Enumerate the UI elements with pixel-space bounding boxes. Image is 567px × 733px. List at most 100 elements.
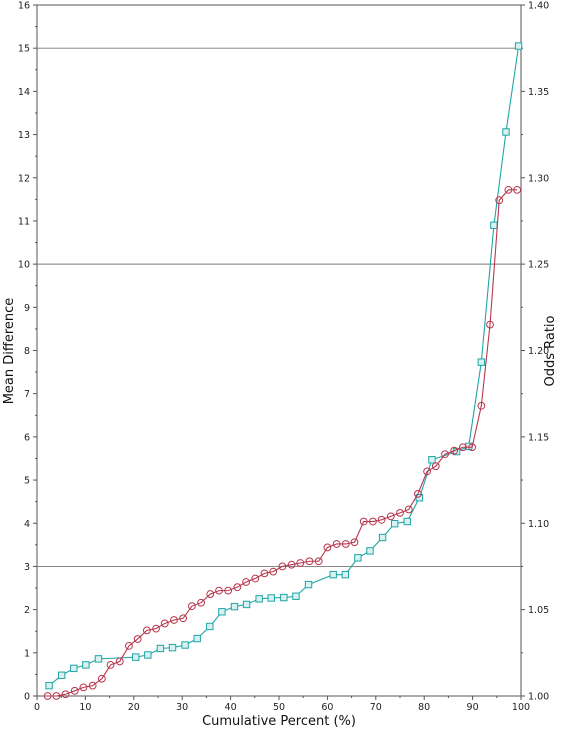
data-point bbox=[242, 578, 250, 586]
data-point bbox=[142, 626, 151, 635]
y-tick-label: 13 bbox=[18, 130, 30, 141]
data-point bbox=[156, 644, 165, 653]
data-point bbox=[459, 443, 467, 452]
data-point bbox=[181, 641, 189, 649]
data-point bbox=[477, 358, 486, 366]
y-tick-label: 1 bbox=[24, 648, 30, 659]
data-point bbox=[133, 635, 142, 643]
y-tick-label: 12 bbox=[18, 173, 30, 184]
data-point bbox=[206, 590, 215, 598]
y2-tick-label: 1.10 bbox=[528, 519, 549, 530]
data-point bbox=[160, 619, 169, 628]
y2-tick-label: 1.35 bbox=[528, 87, 549, 98]
x-axis-title: Cumulative Percent (%) bbox=[202, 714, 356, 729]
y-tick-label: 2 bbox=[24, 605, 30, 616]
series-circles bbox=[43, 185, 522, 700]
data-point bbox=[280, 593, 288, 602]
x-tick-label: 50 bbox=[273, 702, 285, 713]
y-tick-label: 15 bbox=[18, 44, 30, 55]
reference-lines bbox=[37, 47, 521, 567]
data-point bbox=[323, 543, 332, 552]
x-tick-label: 20 bbox=[128, 702, 140, 713]
x-tick-label: 70 bbox=[370, 702, 382, 713]
data-point bbox=[224, 586, 233, 595]
y-tick-label: 9 bbox=[24, 303, 30, 314]
data-point bbox=[278, 562, 287, 571]
data-point bbox=[495, 196, 504, 205]
data-point bbox=[218, 608, 226, 616]
y2-axis-title: Odds Ratio bbox=[543, 315, 558, 386]
data-point bbox=[132, 653, 140, 661]
data-point bbox=[88, 681, 97, 690]
y-tick-label: 10 bbox=[18, 260, 30, 271]
data-point bbox=[287, 560, 296, 569]
y-axis-title: Mean Difference bbox=[2, 298, 17, 405]
x-tick-label: 10 bbox=[79, 702, 91, 713]
series-squares bbox=[45, 42, 523, 690]
y2-tick-label: 1.20 bbox=[528, 346, 549, 357]
data-point bbox=[242, 600, 251, 609]
y2-tick-label: 1.30 bbox=[528, 173, 549, 184]
data-point bbox=[468, 443, 477, 452]
data-point bbox=[504, 185, 513, 194]
x-tick-label: 100 bbox=[512, 702, 530, 713]
data-point bbox=[305, 557, 314, 566]
data-point bbox=[206, 622, 214, 631]
y2-tick-label: 1.05 bbox=[528, 605, 549, 616]
y2-tick-label: 1.40 bbox=[528, 1, 549, 12]
x-tick-label: 80 bbox=[418, 702, 430, 713]
data-point bbox=[314, 557, 323, 566]
y-tick-label: 7 bbox=[24, 389, 30, 400]
data-point bbox=[502, 128, 510, 136]
data-point bbox=[179, 614, 188, 623]
data-point bbox=[267, 594, 275, 602]
data-point bbox=[233, 583, 242, 592]
y-tick-label: 16 bbox=[18, 1, 30, 12]
data-point bbox=[197, 598, 205, 607]
y-tick-label: 6 bbox=[24, 432, 30, 443]
x-axis: 0 10 20 30 40 50 60 70 80 90 100 bbox=[34, 696, 530, 713]
data-point bbox=[70, 686, 79, 695]
series-layer bbox=[43, 42, 523, 700]
y-tick-label: 14 bbox=[18, 87, 30, 98]
data-point bbox=[260, 569, 269, 578]
data-point bbox=[404, 505, 413, 514]
data-point bbox=[390, 519, 399, 528]
data-point bbox=[423, 467, 432, 476]
data-point bbox=[79, 683, 88, 692]
y2-tick-label: 1.00 bbox=[528, 692, 549, 703]
data-point bbox=[94, 655, 103, 663]
y2-tick-label: 1.25 bbox=[528, 260, 549, 271]
data-point bbox=[269, 567, 278, 576]
data-point bbox=[354, 554, 362, 562]
y-tick-label: 8 bbox=[24, 346, 30, 357]
data-point bbox=[57, 671, 66, 679]
data-point bbox=[168, 643, 177, 652]
x-tick-label: 0 bbox=[34, 702, 40, 713]
data-point bbox=[70, 664, 78, 673]
data-point bbox=[106, 661, 115, 669]
data-point bbox=[368, 517, 377, 526]
data-point bbox=[341, 540, 350, 548]
data-point bbox=[350, 538, 359, 547]
data-point bbox=[230, 602, 239, 611]
series-line bbox=[47, 189, 518, 697]
data-point bbox=[428, 456, 436, 464]
data-point bbox=[255, 595, 263, 603]
data-point bbox=[486, 320, 494, 329]
x-tick-label: 60 bbox=[321, 702, 333, 713]
data-point bbox=[332, 540, 341, 548]
y2-tick-label: 1.15 bbox=[528, 432, 549, 443]
data-point bbox=[292, 592, 300, 600]
x-tick-label: 40 bbox=[225, 702, 237, 713]
data-point bbox=[97, 674, 106, 683]
data-point bbox=[378, 533, 387, 542]
data-point bbox=[45, 681, 53, 690]
y-tick-label: 4 bbox=[24, 519, 30, 530]
series-line bbox=[48, 45, 520, 687]
y-tick-label: 0 bbox=[24, 692, 30, 703]
y-tick-label: 11 bbox=[18, 216, 30, 227]
data-point bbox=[431, 462, 440, 471]
